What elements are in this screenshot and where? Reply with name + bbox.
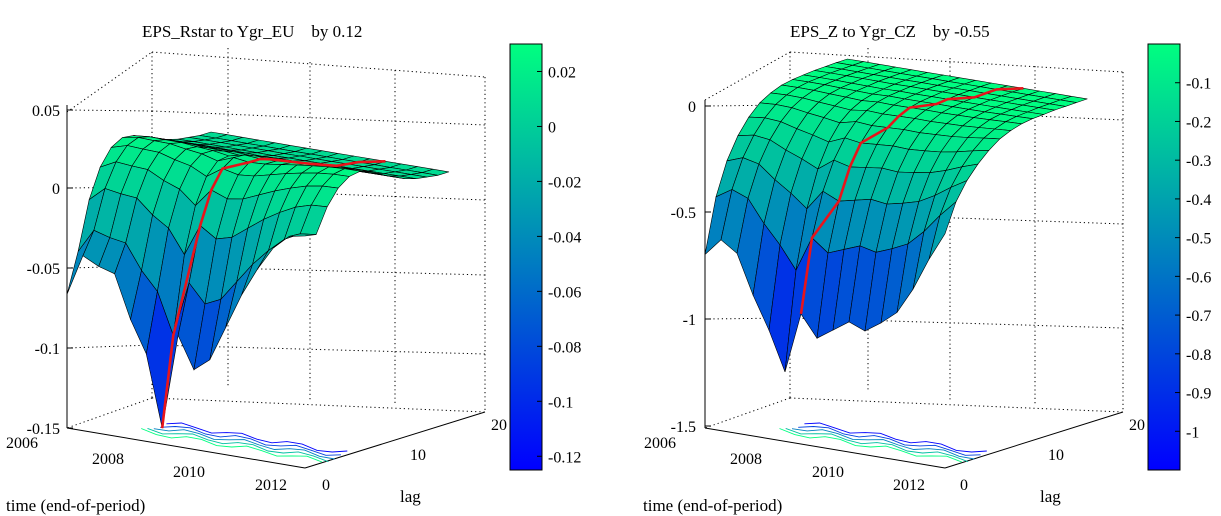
- surface: [704, 58, 1088, 373]
- x-tick-label: 2008: [730, 451, 762, 468]
- y-tick-label: 0: [960, 477, 968, 494]
- axes-solid: [66, 105, 486, 469]
- surface-patch: [289, 233, 317, 237]
- z-tick-label: 0: [688, 99, 696, 116]
- y-tick-labels: 0 10 20: [322, 417, 507, 494]
- colorbar-tick-label: -0.5: [1186, 231, 1211, 248]
- colorbar-tick-label: -0.02: [548, 174, 581, 191]
- x-tick-label: 2008: [92, 451, 124, 468]
- z-tick-label: 0.05: [32, 103, 60, 120]
- z-tick-label: -1.5: [671, 419, 696, 436]
- panel-2: EPS_Z to Ygr_CZ by -0.55: [643, 22, 1211, 515]
- panel-1: EPS_Rstar to Ygr_EU by 0.12: [6, 22, 581, 515]
- contour-line: [785, 427, 969, 463]
- highlight-line: [799, 87, 1024, 315]
- colorbar-tick-label: -0.2: [1186, 114, 1211, 131]
- x-axis-label: time (end-of-period): [6, 496, 145, 515]
- colorbar: -0.1 -0.2 -0.3 -0.4 -0.5 -0.6 -0.7 -0.8 -0.9 -1: [1147, 43, 1211, 471]
- x-tick-label: 2012: [893, 477, 925, 494]
- x-tick-labels: 2006 2008 2010 2012: [6, 435, 287, 494]
- contour-line: [798, 426, 981, 456]
- contour-line: [791, 428, 975, 460]
- colorbar-ticks: 0.02 0 -0.02 -0.04 -0.06 -0.08 -0.1 -0.12: [537, 64, 581, 466]
- surface-patch: [928, 200, 957, 260]
- contour-line: [779, 428, 963, 463]
- chart-title: EPS_Rstar to Ygr_EU by 0.12: [142, 22, 362, 41]
- chart-title: EPS_Z to Ygr_CZ by -0.55: [790, 22, 990, 41]
- z-tick-labels: 0.05 0 -0.05 -0.1 -0.15: [27, 103, 60, 438]
- colorbar-ticks: -0.1 -0.2 -0.3 -0.4 -0.5 -0.6 -0.7 -0.8 -0.9 -1: [1175, 76, 1211, 441]
- colorbar-tick-label: 0.02: [548, 64, 576, 81]
- x-tick-label: 2012: [255, 477, 287, 494]
- axes-solid: [704, 100, 1124, 469]
- y-tick-label: 10: [410, 447, 426, 464]
- colorbar-gradient: [1147, 43, 1181, 471]
- y-tick-label: 20: [1129, 417, 1145, 434]
- y-tick-labels: 0 10 20: [960, 417, 1145, 494]
- colorbar-tick-label: -0.04: [548, 229, 581, 246]
- colorbar-tick-label: -0.6: [1186, 269, 1211, 286]
- z-tick-label: -0.15: [27, 421, 60, 438]
- contour-line: [166, 422, 348, 453]
- contour-line: [141, 428, 323, 463]
- contour-line: [804, 422, 987, 453]
- x-tick-label: 2006: [6, 435, 38, 452]
- colorbar-tick-label: -1: [1186, 424, 1199, 441]
- colorbar-tick-label: -0.8: [1186, 347, 1211, 364]
- colorbar-gradient: [509, 43, 543, 471]
- colorbar-tick-label: -0.3: [1186, 153, 1211, 170]
- x-tick-labels: 2006 2008 2010 2012: [644, 435, 925, 494]
- contour-line: [153, 428, 335, 460]
- z-tick-labels: 0 -0.5 -1 -1.5: [671, 99, 696, 436]
- colorbar-tick-label: -0.08: [548, 339, 581, 356]
- colorbar-tick-label: -0.1: [1186, 76, 1211, 93]
- z-tick-label: -0.5: [671, 205, 696, 222]
- y-tick-label: 10: [1048, 447, 1064, 464]
- colorbar: 0.02 0 -0.02 -0.04 -0.06 -0.08 -0.1 -0.12: [509, 43, 581, 471]
- contour-line: [147, 427, 329, 463]
- contour-projection: [779, 422, 987, 463]
- z-tick-label: -0.1: [35, 341, 60, 358]
- colorbar-tick-label: -0.9: [1186, 386, 1211, 403]
- x-tick-label: 2010: [173, 464, 205, 481]
- highlight-line: [160, 157, 386, 429]
- colorbar-tick-label: 0: [548, 119, 556, 136]
- contour-projection: [141, 422, 348, 463]
- surface: [66, 131, 450, 429]
- y-tick-label: 0: [322, 477, 330, 494]
- y-axis-label: lag: [1040, 487, 1061, 506]
- x-tick-label: 2010: [812, 464, 844, 481]
- colorbar-tick-label: -0.7: [1186, 308, 1211, 325]
- colorbar-tick-label: -0.12: [548, 449, 581, 466]
- y-axis-label: lag: [400, 487, 421, 506]
- x-tick-label: 2006: [644, 435, 676, 452]
- z-tick-label: 0: [52, 181, 60, 198]
- colorbar-tick-label: -0.1: [548, 394, 573, 411]
- x-axis-label: time (end-of-period): [643, 496, 782, 515]
- contour-line: [160, 426, 342, 456]
- z-tick-label: -0.05: [27, 261, 60, 278]
- colorbar-tick-label: -0.06: [548, 284, 581, 301]
- y-tick-label: 20: [491, 417, 507, 434]
- colorbar-tick-label: -0.4: [1186, 192, 1211, 209]
- z-tick-label: -1: [683, 312, 696, 329]
